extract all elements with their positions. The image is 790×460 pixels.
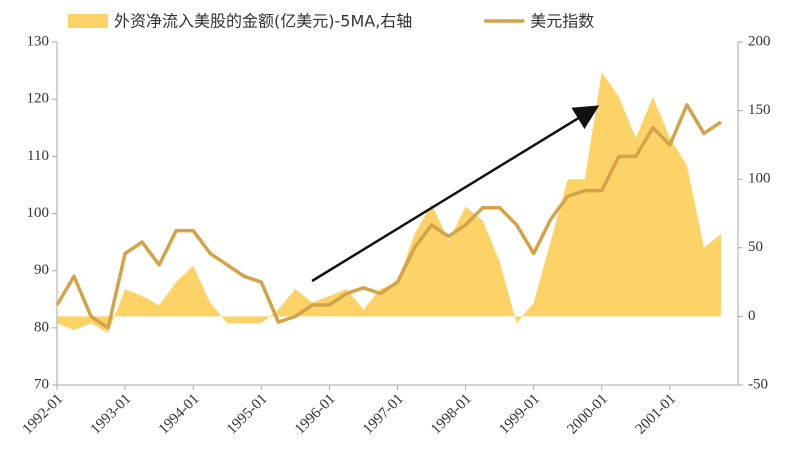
y-tick-label: 120 — [27, 91, 50, 107]
x-tick-label: 1992-01 — [20, 391, 67, 438]
x-tick-label: 1995-01 — [224, 391, 271, 438]
x-tick-label: 1993-01 — [88, 391, 135, 438]
line — [55, 103, 722, 330]
legend-label: 外资净流入美股的金额(亿美元)-5MA,右轴 — [114, 12, 412, 31]
plot-area: 70 80 90 100 110 120 130 -50 0 50 100 150 200 1992-01… — [20, 33, 771, 437]
y-tick-label: 80 — [34, 319, 49, 335]
y-tick-label: 130 — [27, 33, 50, 49]
y2-tick-label: 150 — [748, 102, 771, 118]
y-tick-label: 110 — [27, 148, 49, 164]
trend-arrow — [311, 105, 600, 283]
y2-tick-label: 200 — [748, 33, 771, 49]
x-tick-label: 1998-01 — [428, 391, 475, 438]
y2-tick-label: 0 — [748, 308, 756, 324]
y-tick-label: 90 — [34, 262, 49, 278]
legend-swatch — [68, 14, 108, 28]
legend: 外资净流入美股的金额(亿美元)-5MA,右轴 美元指数 — [68, 12, 594, 31]
y2-tick-label: 100 — [748, 171, 771, 187]
x-tick-label: 1996-01 — [292, 391, 339, 438]
y2-tick-label: 50 — [748, 239, 763, 255]
y-tick-label: 70 — [34, 376, 49, 392]
x-tick-label: 1997-01 — [360, 391, 407, 438]
y2-tick-label: -50 — [748, 376, 768, 392]
x-tick-label: 1994-01 — [156, 391, 203, 438]
x-tick-label: 1999-01 — [496, 391, 543, 438]
x-tick-label: 2001-01 — [632, 391, 679, 438]
area — [57, 72, 721, 333]
x-tick-label: 2000-01 — [564, 391, 611, 438]
y-tick-label: 100 — [27, 205, 50, 221]
legend-label: 美元指数 — [530, 12, 594, 31]
